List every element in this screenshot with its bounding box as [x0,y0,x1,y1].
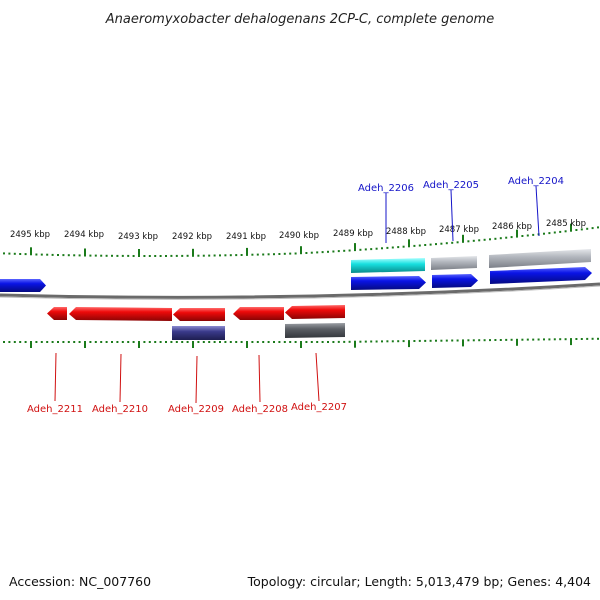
scale-label-2491: 2491 kbp [226,232,266,242]
cds-arrow-adeh-2210[interactable] [69,307,172,321]
genome-title: Anaeromyxobacter dehalogenans 2CP-C, com… [105,12,494,27]
scale-label-2490: 2490 kbp [279,231,319,241]
cds-arrow-adeh-2211[interactable] [47,307,67,320]
gene-label-adeh-2204[interactable]: Adeh_2204 [508,176,564,187]
scale-label-2487: 2487 kbp [439,225,479,235]
gene-bar-adeh-2209[interactable] [172,326,225,340]
gene-bar-adeh-2204[interactable] [489,249,591,268]
backbone-shade [0,285,600,300]
gene-bar-adeh-2205[interactable] [431,256,477,270]
accession-text: Accession: NC_007760 [9,574,151,589]
scale-label-2492: 2492 kbp [172,232,212,242]
gene-bar-adeh-2207[interactable] [285,323,345,338]
scale-label-2495: 2495 kbp [10,230,50,240]
gene-label-adeh-2207[interactable]: Adeh_2207 [291,402,347,413]
gene-leader-lines [54,185,540,404]
leader-adeh-2208 [258,354,261,403]
scale-label-2493: 2493 kbp [118,232,158,242]
leader-adeh-2211 [54,352,57,402]
leader-adeh-2210 [119,353,122,403]
cds-arrow-adeh-2208[interactable] [233,307,284,320]
cds-arrow-adeh-2207[interactable] [285,305,345,319]
cds-arrow-adeh-2209[interactable] [173,308,225,321]
scale-label-2489: 2489 kbp [333,229,373,239]
genome-backbone [0,282,600,299]
gene-label-adeh-2209[interactable]: Adeh_2209 [168,404,224,415]
scale-label-2488: 2488 kbp [386,227,426,237]
scale-label-2486: 2486 kbp [492,222,532,232]
scale-label-2494: 2494 kbp [64,230,104,240]
lower-scale-ticks [3,337,599,348]
gene-label-adeh-2206[interactable]: Adeh_2206 [358,183,414,194]
leader-adeh-2207 [315,352,320,402]
leader-adeh-2204 [535,185,540,237]
gene-label-adeh-2211[interactable]: Adeh_2211 [27,404,83,415]
topology-text: Topology: circular; Length: 5,013,479 bp… [247,574,591,589]
cds-arrow-adeh-2205[interactable] [432,274,478,288]
scale-label-2485: 2485 kbp [546,219,586,229]
cds-arrow-left-edge[interactable] [0,279,46,292]
leader-adeh-2205 [450,189,454,242]
cds-arrow-adeh-2204[interactable] [490,267,592,284]
scale-labels: 2495 kbp 2494 kbp 2493 kbp 2492 kbp 2491… [10,219,586,242]
gene-label-adeh-2205[interactable]: Adeh_2205 [423,180,479,191]
leader-adeh-2209 [195,355,198,404]
cds-arrow-adeh-2206[interactable] [351,276,426,290]
upper-scale-ticks [3,223,599,257]
gene-label-adeh-2210[interactable]: Adeh_2210 [92,404,148,415]
gene-label-adeh-2208[interactable]: Adeh_2208 [232,404,288,415]
gene-bar-adeh-2206[interactable] [351,258,425,273]
